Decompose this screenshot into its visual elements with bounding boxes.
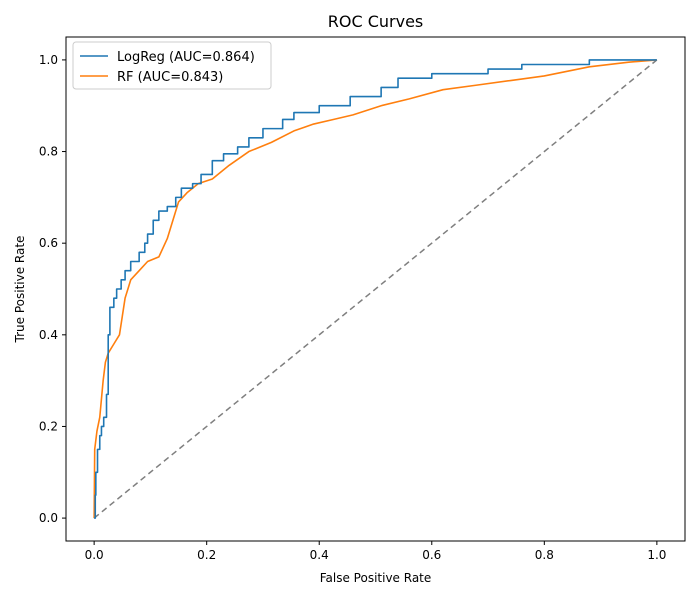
series-line-rf: [93, 59, 657, 519]
x-axis-ticks: 0.0 0.2 0.4 0.6 0.8 1.0: [85, 541, 666, 562]
y-tick-label: 0.4: [39, 328, 58, 342]
y-tick-label: 0.2: [39, 419, 58, 433]
x-tick-label: 0.0: [85, 548, 104, 562]
y-tick-label: 1.0: [39, 53, 58, 67]
x-tick-label: 0.6: [422, 548, 441, 562]
series-line-logreg: [94, 59, 657, 519]
x-tick-label: 0.4: [310, 548, 329, 562]
legend-label-rf: RF (AUC=0.843): [117, 70, 223, 85]
x-tick-label: 1.0: [647, 548, 666, 562]
y-tick-label: 0.8: [39, 145, 58, 159]
y-tick-label: 0.0: [39, 511, 58, 525]
legend-box: [72, 41, 272, 90]
x-tick-label: 0.8: [535, 548, 554, 562]
legend-label-logreg: LogReg (AUC=0.864): [117, 50, 255, 65]
y-axis-ticks: 0.0 0.2 0.4 0.6 0.8 1.0: [39, 53, 66, 525]
y-axis-label: True Positive Rate: [13, 236, 27, 344]
series-layer: [93, 59, 658, 519]
chance-reference-line: [93, 59, 658, 519]
legend: LogReg (AUC=0.864) RF (AUC=0.843): [72, 41, 272, 90]
x-axis-label: False Positive Rate: [320, 571, 432, 585]
chart-title: ROC Curves: [328, 12, 424, 31]
plot-frame: [65, 36, 686, 542]
x-tick-label: 0.2: [197, 548, 216, 562]
y-tick-label: 0.6: [39, 236, 58, 250]
